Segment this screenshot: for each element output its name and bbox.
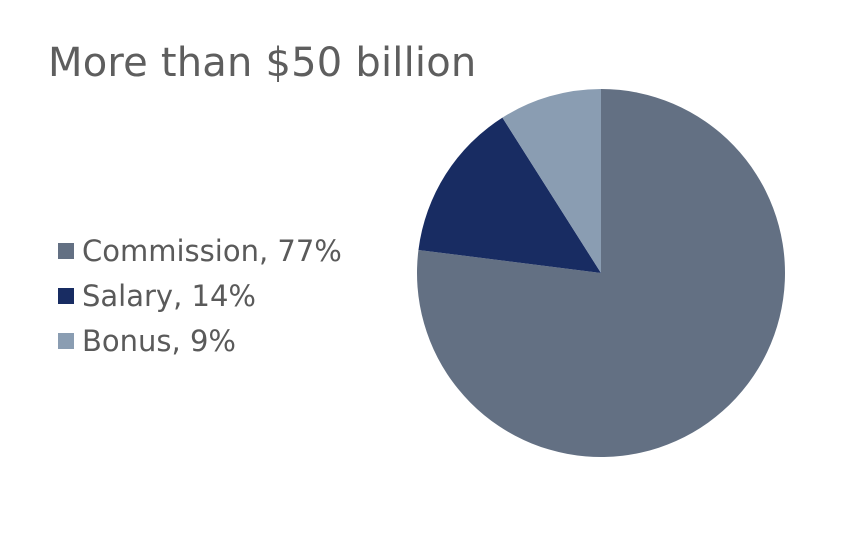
pie-slice-bonus [502,89,601,273]
legend-swatch-bonus [58,332,74,349]
legend-label-commission: Commission, 77% [82,233,342,268]
legend-label-salary: Salary, 14% [82,278,256,313]
legend-item-bonus: Bonus, 9% [58,318,342,363]
legend-label-bonus: Bonus, 9% [82,323,236,358]
legend-swatch-commission [58,242,74,259]
pie-slice-salary [418,117,601,273]
legend-swatch-salary [58,287,74,304]
chart-title: More than $50 billion [48,40,477,86]
legend-item-salary: Salary, 14% [58,273,342,318]
pie-slices [417,89,785,457]
legend: Commission, 77% Salary, 14% Bonus, 9% [58,228,342,363]
legend-item-commission: Commission, 77% [58,228,342,273]
